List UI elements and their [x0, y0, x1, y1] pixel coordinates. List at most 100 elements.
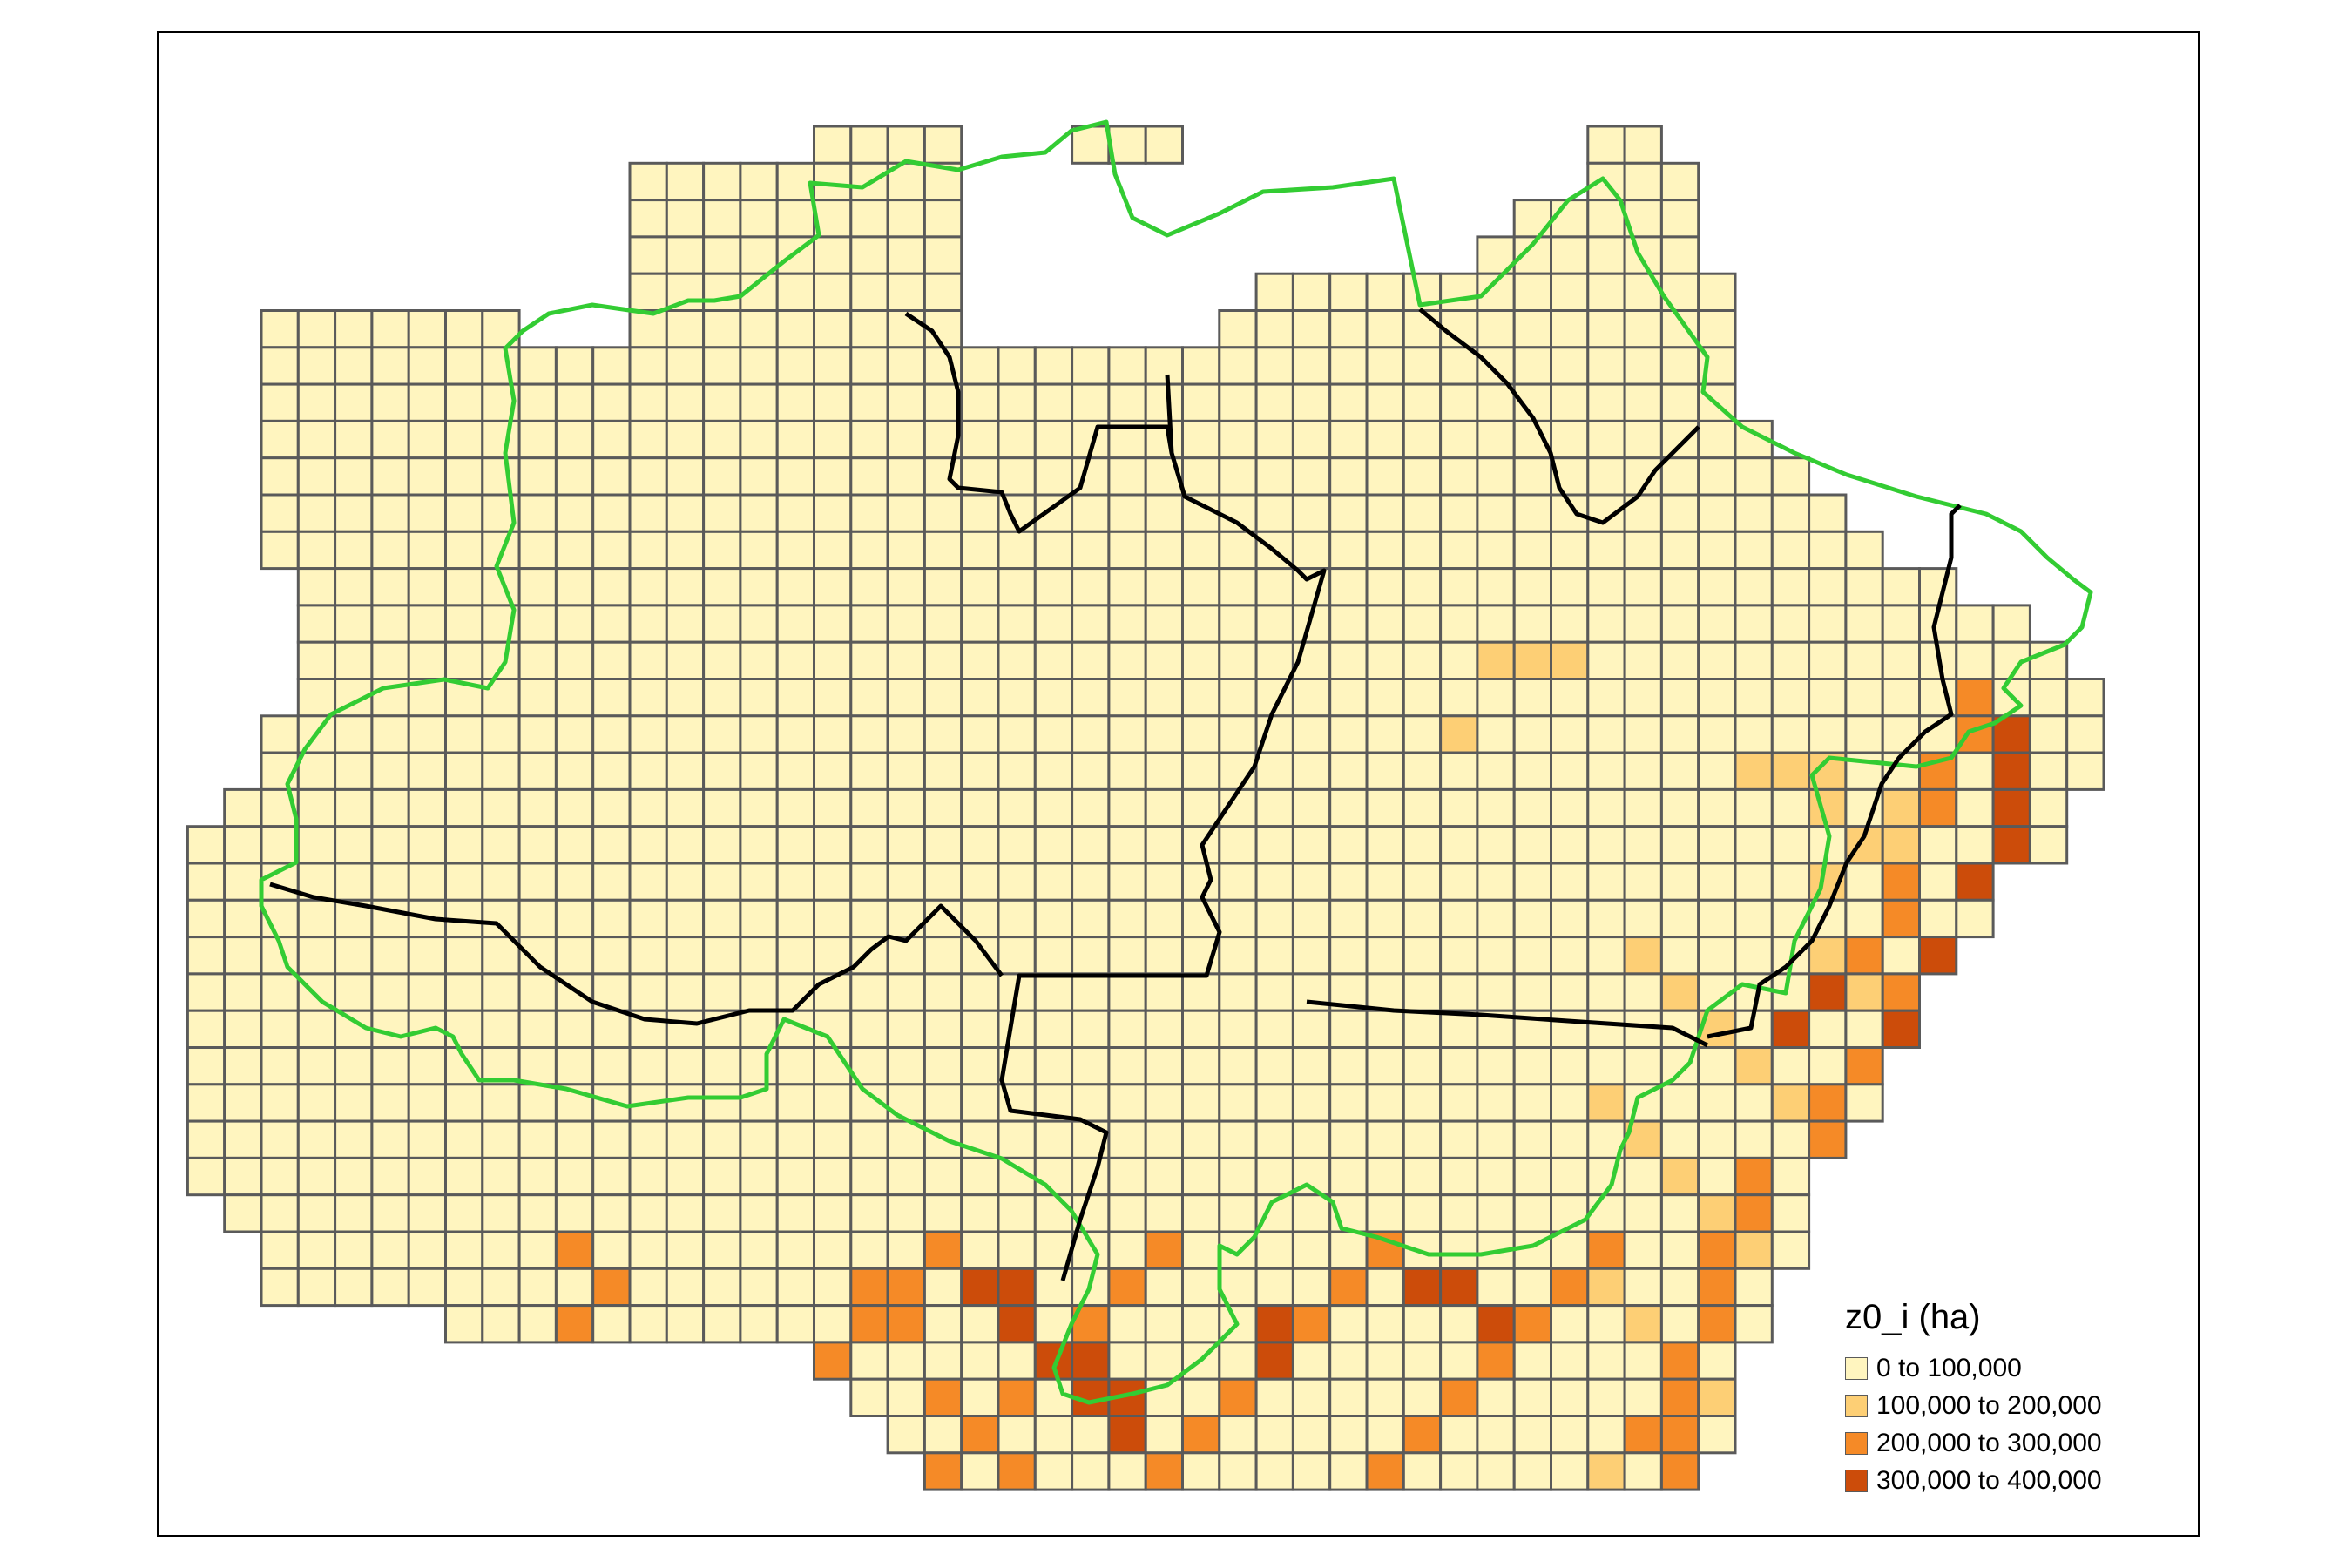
grid-cell — [1107, 382, 1147, 422]
grid-cell — [1254, 456, 1294, 497]
grid-cell — [1808, 936, 1848, 976]
grid-cell — [1550, 1341, 1590, 1381]
grid-cell — [334, 604, 374, 644]
grid-cell — [813, 1156, 853, 1197]
grid-cell — [1328, 1230, 1369, 1270]
grid-cell — [1586, 346, 1626, 386]
grid-cell — [1328, 1009, 1369, 1049]
grid-cell — [517, 751, 558, 791]
grid-cell — [517, 787, 558, 828]
grid-cell — [481, 1083, 521, 1123]
grid-cell — [1881, 862, 1921, 902]
grid-cell — [1107, 1415, 1147, 1455]
grid-cell — [1181, 419, 1221, 460]
grid-cell — [260, 1046, 300, 1086]
grid-cell — [296, 567, 337, 607]
grid-cell — [1476, 1377, 1516, 1417]
grid-cell — [481, 898, 521, 939]
grid-cell — [1623, 309, 1663, 349]
grid-cell — [407, 1119, 448, 1159]
grid-cell — [1955, 604, 1995, 644]
grid-cell — [849, 567, 889, 607]
grid-cell — [1144, 972, 1184, 1012]
grid-cell — [334, 1046, 374, 1086]
grid-cell — [1365, 972, 1405, 1012]
grid-cell — [813, 936, 853, 976]
grid-cell — [997, 936, 1037, 976]
grid-cell — [1844, 567, 1884, 607]
grid-cell — [554, 1304, 595, 1344]
grid-cell — [1623, 678, 1663, 718]
grid-cell — [517, 678, 558, 718]
grid-cell — [1439, 1193, 1479, 1233]
grid-cell — [481, 1304, 521, 1344]
grid-cell — [260, 456, 300, 497]
grid-cell — [1254, 1341, 1294, 1381]
grid-cell — [591, 382, 632, 422]
grid-cell — [960, 1083, 1000, 1123]
grid-cell — [923, 972, 963, 1012]
grid-cell — [886, 1377, 926, 1417]
grid-cell — [923, 1415, 963, 1455]
grid-cell — [1439, 382, 1479, 422]
grid-cell — [1770, 714, 1811, 754]
grid-cell — [1991, 604, 2031, 644]
grid-cell — [554, 825, 595, 865]
grid-cell — [444, 1304, 484, 1344]
grid-cell — [1328, 936, 1369, 976]
grid-cell — [1033, 898, 1074, 939]
grid-cell — [997, 1267, 1037, 1308]
grid-cell — [775, 1193, 816, 1233]
grid-cell — [960, 530, 1000, 571]
grid-cell — [923, 787, 963, 828]
grid-cell — [923, 1304, 963, 1344]
grid-cell — [960, 936, 1000, 976]
grid-cell — [481, 862, 521, 902]
grid-cell — [813, 1267, 853, 1308]
grid-cell — [334, 1267, 374, 1308]
grid-cell — [481, 1230, 521, 1270]
grid-cells — [186, 125, 2105, 1491]
grid-cell — [665, 1009, 706, 1049]
grid-cell — [960, 1415, 1000, 1455]
grid-cell — [1033, 567, 1074, 607]
grid-cell — [813, 678, 853, 718]
grid-cell — [444, 640, 484, 681]
grid-cell — [370, 714, 410, 754]
grid-cell — [1659, 456, 1700, 497]
grid-cell — [739, 1230, 779, 1270]
grid-cell — [1734, 751, 1774, 791]
grid-cell — [1402, 419, 1443, 460]
grid-cell — [923, 1193, 963, 1233]
grid-cell — [1402, 825, 1443, 865]
grid-cell — [1439, 1341, 1479, 1381]
grid-cell — [813, 898, 853, 939]
grid-cell — [702, 972, 742, 1012]
grid-cell — [886, 346, 926, 386]
grid-cell — [1144, 1083, 1184, 1123]
grid-cell — [1033, 678, 1074, 718]
grid-cell — [1550, 678, 1590, 718]
grid-cell — [1476, 898, 1516, 939]
grid-cell — [1254, 1119, 1294, 1159]
grid-cell — [665, 1304, 706, 1344]
grid-cell — [1291, 493, 1332, 533]
grid-cell — [296, 898, 337, 939]
grid-cell — [1586, 272, 1626, 313]
grid-cell — [1291, 1046, 1332, 1086]
grid-cell — [702, 309, 742, 349]
grid-cell — [296, 604, 337, 644]
grid-cell — [923, 493, 963, 533]
grid-cell — [1218, 1377, 1258, 1417]
grid-cell — [886, 1415, 926, 1455]
grid-cell — [628, 493, 668, 533]
grid-cell — [1071, 936, 1111, 976]
grid-cell — [702, 567, 742, 607]
grid-cell — [665, 199, 706, 239]
grid-cell — [960, 493, 1000, 533]
grid-cell — [886, 419, 926, 460]
grid-cell — [1770, 1009, 1811, 1049]
grid-cell — [1254, 419, 1294, 460]
grid-cell — [1439, 604, 1479, 644]
grid-cell — [923, 1156, 963, 1197]
